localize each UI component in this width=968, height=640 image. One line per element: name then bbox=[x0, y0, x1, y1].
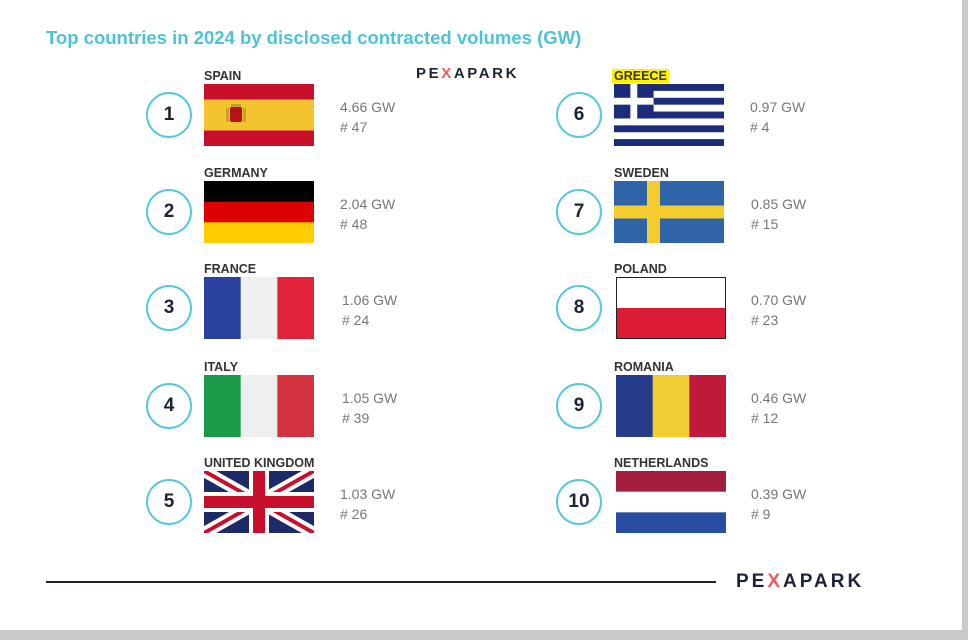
deal-count-poland: # 23 bbox=[751, 312, 779, 328]
germany-flag-icon bbox=[204, 181, 314, 243]
rank-badge-6: 6 bbox=[556, 92, 602, 138]
volume-label-italy: 1.05 GW bbox=[342, 390, 398, 406]
rank-badge-10: 10 bbox=[556, 479, 602, 525]
pexapark-footer-logo: PEXAPARK bbox=[736, 571, 865, 592]
deal-count-spain: # 47 bbox=[340, 119, 368, 135]
rank-badge-3: 3 bbox=[146, 285, 192, 331]
country-label-romania: ROMANIA bbox=[614, 360, 674, 374]
chart-title: Top countries in 2024 by disclosed contr… bbox=[46, 27, 582, 48]
rank-badge-4: 4 bbox=[146, 383, 192, 429]
pexapark-logo: PEXAPARK bbox=[416, 65, 520, 82]
deal-count-france: # 24 bbox=[342, 312, 370, 328]
deal-count-sweden: # 15 bbox=[751, 216, 779, 232]
volume-label-netherlands: 0.39 GW bbox=[751, 486, 807, 502]
volume-label-france: 1.06 GW bbox=[342, 292, 398, 308]
france-flag-icon bbox=[204, 277, 314, 339]
volume-label-sweden: 0.85 GW bbox=[751, 196, 807, 212]
deal-count-united-kingdom: # 26 bbox=[340, 506, 368, 522]
volume-label-poland: 0.70 GW bbox=[751, 292, 807, 308]
sweden-flag-icon bbox=[614, 181, 724, 243]
country-label-germany: GERMANY bbox=[204, 166, 268, 180]
country-label-netherlands: NETHERLANDS bbox=[614, 456, 709, 470]
deal-count-italy: # 39 bbox=[342, 410, 370, 426]
deal-count-germany: # 48 bbox=[340, 216, 368, 232]
country-label-united-kingdom: UNITED KINGDOM bbox=[204, 456, 315, 470]
country-label-greece: GREECE bbox=[612, 69, 669, 83]
country-label-italy: ITALY bbox=[204, 360, 239, 374]
rank-badge-5: 5 bbox=[146, 479, 192, 525]
rank-badge-8: 8 bbox=[556, 285, 602, 331]
netherlands-flag-icon bbox=[616, 471, 726, 533]
country-label-spain: SPAIN bbox=[204, 69, 242, 83]
country-label-france: FRANCE bbox=[204, 262, 257, 276]
volume-label-spain: 4.66 GW bbox=[340, 99, 396, 115]
greece-flag-icon bbox=[614, 84, 724, 146]
volume-label-united-kingdom: 1.03 GW bbox=[340, 486, 396, 502]
deal-count-romania: # 12 bbox=[751, 410, 779, 426]
rank-badge-2: 2 bbox=[146, 189, 192, 235]
rank-badge-1: 1 bbox=[146, 92, 192, 138]
country-label-sweden: SWEDEN bbox=[614, 166, 669, 180]
rank-badge-7: 7 bbox=[556, 189, 602, 235]
volume-label-romania: 0.46 GW bbox=[751, 390, 807, 406]
deal-count-greece: # 4 bbox=[750, 119, 770, 135]
volume-label-germany: 2.04 GW bbox=[340, 196, 396, 212]
volume-label-greece: 0.97 GW bbox=[750, 99, 806, 115]
poland-flag-icon bbox=[616, 277, 726, 339]
romania-flag-icon bbox=[616, 375, 726, 437]
footer-divider bbox=[46, 581, 716, 583]
spain-flag-icon bbox=[204, 84, 314, 146]
deal-count-netherlands: # 9 bbox=[751, 506, 771, 522]
uk-flag-icon bbox=[204, 471, 314, 533]
country-label-poland: POLAND bbox=[614, 262, 667, 276]
rank-badge-9: 9 bbox=[556, 383, 602, 429]
italy-flag-icon bbox=[204, 375, 314, 437]
slide: Top countries in 2024 by disclosed contr… bbox=[0, 0, 962, 630]
